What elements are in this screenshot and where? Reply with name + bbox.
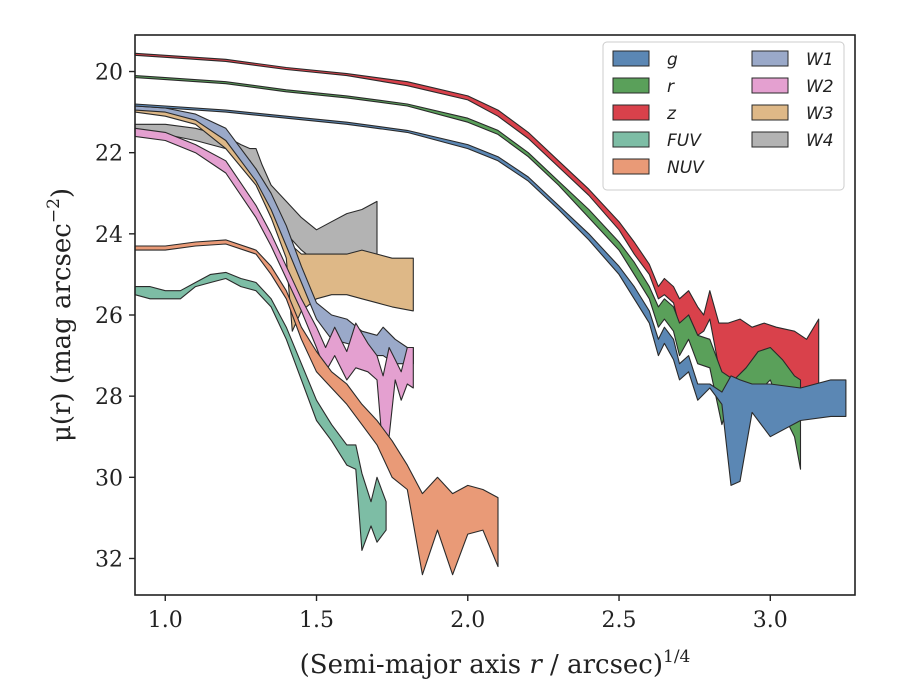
y-axis-label: μ(r) (mag arcsec−2) (44, 188, 77, 442)
y-axis: 20 22 24 26 28 30 32 (95, 61, 135, 572)
legend-label-w2: W2 (806, 77, 834, 97)
legend-swatch-w1 (751, 50, 789, 67)
legend-label-r: r (667, 77, 675, 97)
legend-label-z: z (666, 104, 677, 124)
band-w2 (134, 127, 414, 454)
legend: grz FUV NUV W1 W2 W3 W4 (602, 41, 845, 191)
x-tick-label: 1.5 (299, 608, 334, 633)
legend-label-nuv: NUV (667, 158, 705, 178)
legend-swatch-w4 (751, 131, 789, 148)
legend-label-w4: W4 (806, 131, 834, 151)
y-tick-label: 28 (95, 385, 123, 410)
legend-label-w3: W3 (806, 104, 834, 124)
band-r (134, 75, 802, 470)
x-tick-label: 2.0 (450, 608, 485, 633)
y-tick-label: 24 (95, 223, 123, 248)
x-tick-label: 3.0 (753, 608, 788, 633)
series-layer (134, 52, 847, 576)
y-axis-label-text: μ(r) (mag arcsec (47, 223, 77, 442)
x-axis-label-exponent: 1/4 (663, 647, 690, 667)
y-tick-label: 22 (95, 142, 123, 167)
y-tick-label: 30 (95, 466, 123, 491)
x-axis-label: (Semi-major axis r / arcsec)1/4 (300, 647, 691, 680)
legend-swatch-r (612, 77, 650, 94)
y-axis-label-tail: ) (47, 188, 77, 198)
y-tick-label: 32 (95, 547, 123, 572)
legend-swatch-fuv (612, 131, 650, 148)
legend-swatch-g (612, 50, 650, 67)
legend-swatch-nuv (612, 158, 650, 175)
x-tick-label: 2.5 (602, 608, 637, 633)
band-g (134, 103, 847, 486)
x-tick-label: 1.0 (148, 608, 183, 633)
legend-swatch-z (612, 104, 650, 121)
y-axis-label-exponent: −2 (44, 198, 64, 223)
legend-label-g: g (667, 50, 678, 70)
band-fuv (134, 271, 387, 551)
y-tick-label: 26 (95, 304, 123, 329)
band-nuv (134, 239, 499, 576)
legend-swatch-w3 (751, 104, 789, 121)
x-axis: 1.0 1.5 2.0 2.5 3.0 (148, 595, 788, 633)
legend-swatch-w2 (751, 77, 789, 94)
legend-label-w1: W1 (806, 50, 834, 70)
legend-items: grz FUV NUV W1 W2 W3 W4 (612, 50, 834, 178)
y-tick-label: 20 (95, 61, 123, 86)
legend-label-fuv: FUV (667, 131, 702, 151)
x-axis-label-text: (Semi-major axis r / arcsec) (300, 650, 663, 680)
